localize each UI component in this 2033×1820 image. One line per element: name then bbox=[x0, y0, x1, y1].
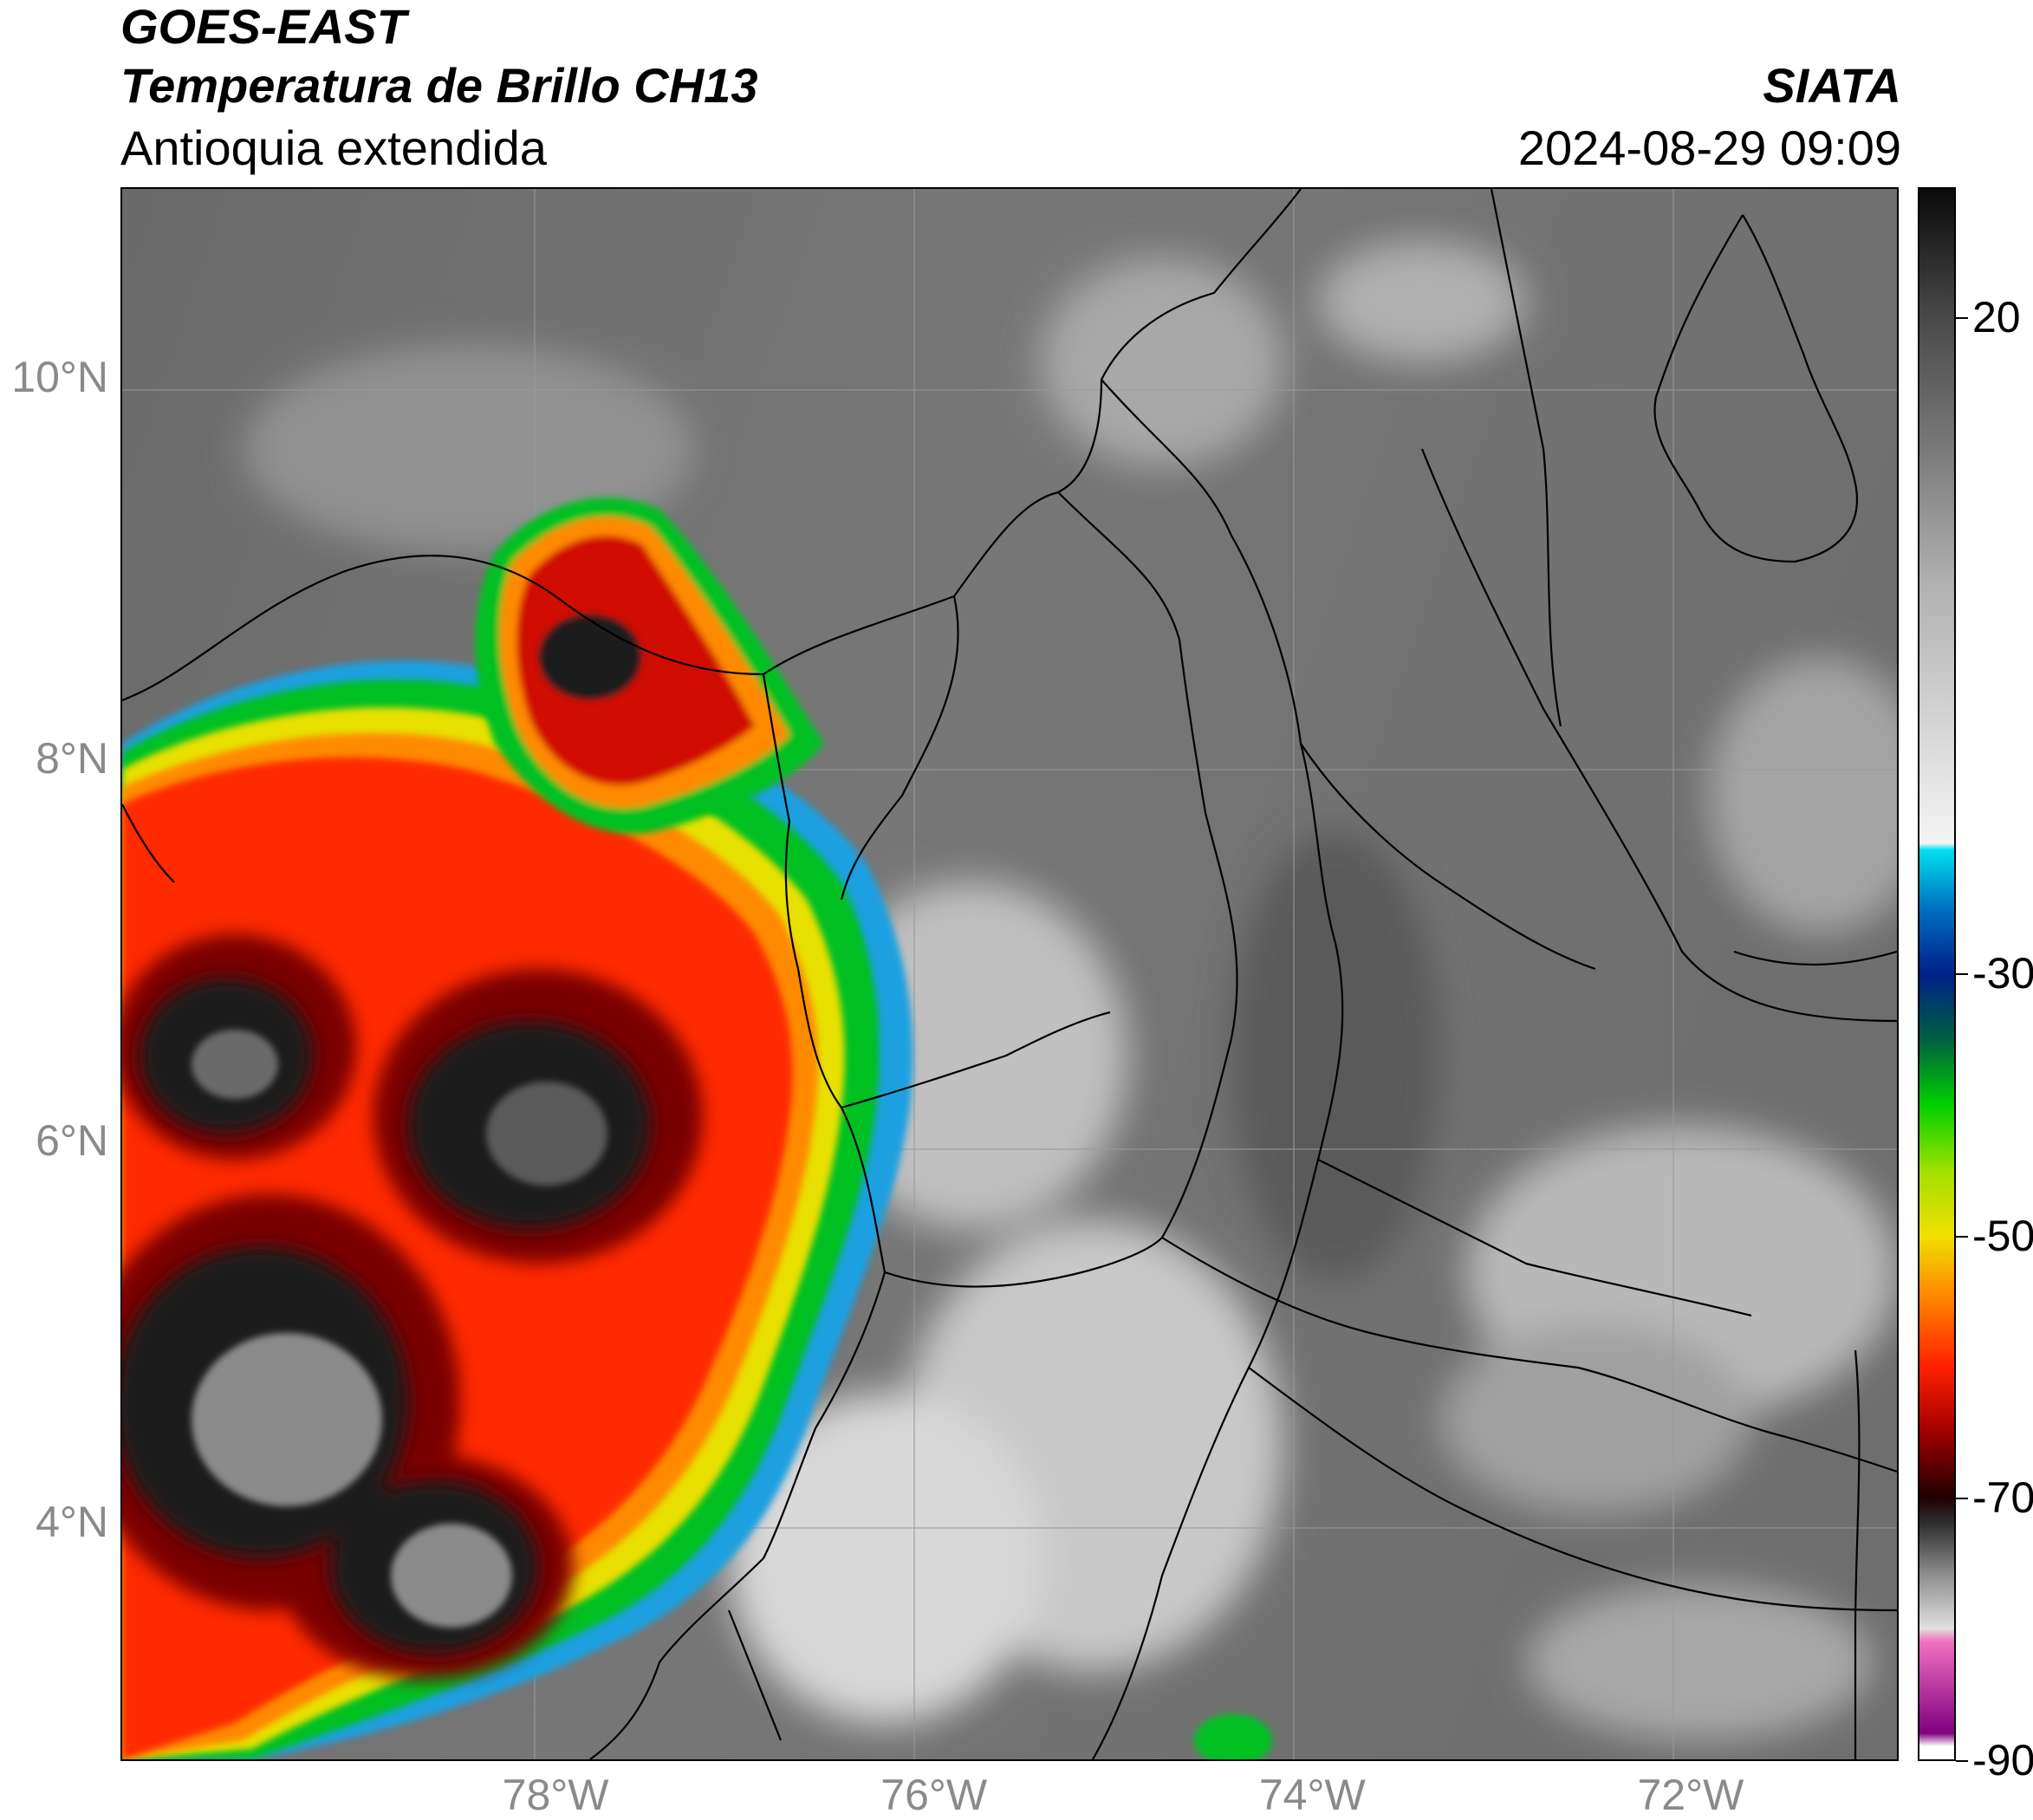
satellite-map bbox=[120, 187, 1899, 1761]
lon-tick-label: 74°W bbox=[1258, 1771, 1366, 1819]
small-cell-south bbox=[1194, 1714, 1272, 1759]
product-title: Temperatura de Brillo CH13 bbox=[120, 58, 758, 113]
organization-label: SIATA bbox=[1763, 58, 1901, 113]
colorbar-tick bbox=[1956, 1498, 1968, 1500]
lon-tick-label: 78°W bbox=[502, 1771, 609, 1819]
colorbar-tick-label: 20 bbox=[1972, 293, 2021, 342]
colorbar-tick bbox=[1956, 317, 1968, 320]
colorbar-tick bbox=[1956, 1760, 1968, 1762]
timestamp-label: 2024-08-29 09:09 bbox=[1517, 120, 1901, 175]
lat-tick-label: 8°N bbox=[36, 734, 108, 783]
satellite-title: GOES-EAST bbox=[120, 0, 406, 54]
lat-tick-label: 10°N bbox=[11, 353, 108, 402]
colorbar-tick-label: -30 bbox=[1972, 949, 2033, 998]
convective-storm-north bbox=[475, 497, 824, 834]
lon-tick-label: 72°W bbox=[1637, 1771, 1744, 1819]
lat-tick-label: 4°N bbox=[36, 1497, 108, 1546]
colorbar-tick bbox=[1956, 973, 1968, 975]
colorbar-tick bbox=[1956, 1235, 1968, 1238]
coastlines-borders bbox=[122, 189, 1897, 1759]
map-canvas bbox=[122, 189, 1897, 1759]
temperature-colorbar bbox=[1918, 187, 1956, 1761]
region-subtitle: Antioquia extendida bbox=[120, 120, 547, 175]
lat-tick-label: 6°N bbox=[36, 1115, 108, 1165]
colorbar-tick-label: -50 bbox=[1972, 1211, 2033, 1260]
lon-tick-label: 76°W bbox=[880, 1771, 988, 1819]
colorbar-tick-label: -70 bbox=[1972, 1473, 2033, 1523]
colorbar-tick-label: -90 bbox=[1972, 1736, 2033, 1784]
convective-storm-main bbox=[122, 660, 913, 1759]
